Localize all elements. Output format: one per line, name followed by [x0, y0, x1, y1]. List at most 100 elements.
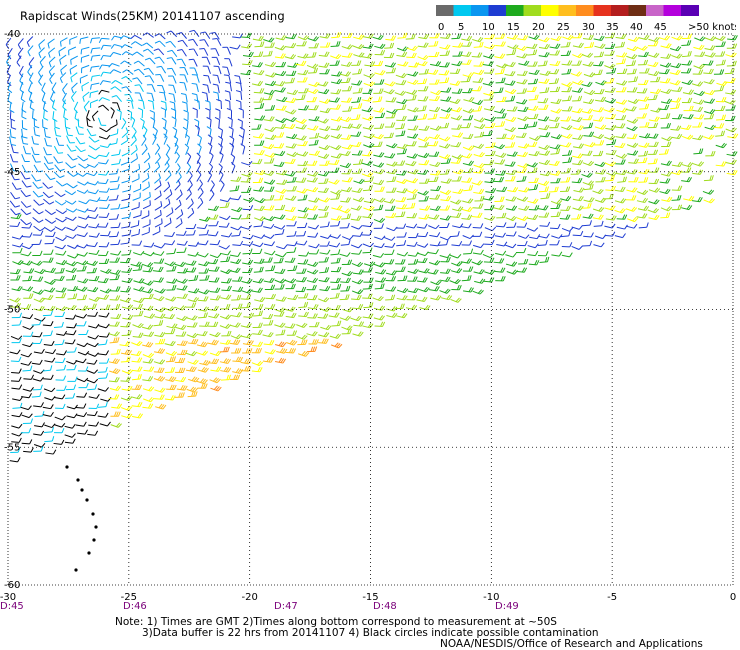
wind-barb — [210, 385, 222, 392]
wind-barb — [42, 101, 48, 113]
wind-barb — [9, 110, 16, 122]
wind-barb — [153, 161, 161, 173]
wind-barb — [604, 50, 615, 56]
wind-barb — [65, 304, 77, 311]
wind-barb — [405, 304, 417, 311]
contamination-marker — [74, 568, 78, 572]
wind-barb — [86, 369, 99, 374]
wind-barb — [185, 302, 197, 308]
wind-barb — [98, 97, 110, 102]
wind-barb — [186, 386, 198, 393]
wind-barb — [462, 72, 474, 78]
wind-barb — [147, 99, 155, 110]
wind-barb — [463, 96, 475, 103]
wind-barb — [494, 53, 506, 59]
wind-barb — [98, 258, 110, 265]
map-frame — [7, 33, 734, 586]
wind-barb — [473, 61, 485, 67]
wind-barb — [638, 177, 649, 183]
wind-barb — [350, 114, 361, 121]
wind-barb — [604, 175, 615, 182]
wind-barb — [86, 171, 98, 177]
wind-barb — [614, 142, 626, 149]
wind-barb — [98, 159, 109, 165]
wind-barb — [418, 152, 430, 159]
wind-barb — [263, 234, 275, 239]
wind-barb — [50, 91, 55, 103]
wind-barb — [351, 289, 364, 295]
wind-barb — [186, 315, 198, 321]
wind-barb — [351, 261, 364, 267]
wind-barb — [262, 94, 273, 101]
wind-barb — [11, 234, 24, 240]
wind-barb — [285, 312, 297, 319]
wind-barb — [330, 133, 343, 139]
wind-barb — [97, 339, 108, 346]
wind-barb — [141, 210, 150, 220]
wind-barb — [120, 405, 133, 411]
wind-barb — [361, 230, 373, 236]
wind-barb — [626, 118, 639, 124]
wind-barb — [308, 339, 319, 345]
wind-barb — [99, 64, 110, 70]
wind-barb — [54, 394, 66, 400]
wind-barb — [31, 260, 43, 266]
wind-barb — [341, 168, 352, 175]
wind-barb — [318, 178, 329, 184]
wind-barb — [526, 86, 537, 92]
wind-barb — [715, 105, 726, 112]
wind-barb — [406, 188, 418, 194]
wind-barb — [561, 124, 573, 131]
wind-barb — [562, 34, 574, 41]
wind-barb — [452, 188, 464, 195]
wind-barb — [331, 283, 342, 290]
wind-barb — [308, 249, 320, 255]
wind-barb — [341, 328, 352, 335]
wind-barb — [648, 141, 659, 147]
wind-barb — [252, 242, 264, 248]
wind-barb — [120, 238, 131, 245]
wind-barb — [341, 213, 352, 220]
wind-barb — [188, 376, 200, 383]
wind-barb — [89, 90, 99, 98]
wind-barb — [636, 45, 648, 51]
wind-barb — [451, 88, 463, 94]
wind-barb — [121, 147, 130, 157]
wind-barb — [100, 71, 112, 77]
wind-barb — [166, 67, 177, 76]
wind-barb — [660, 43, 672, 49]
wind-barb — [121, 212, 131, 220]
wind-barb — [296, 41, 307, 47]
lat-label: -40 — [4, 29, 20, 40]
wind-barb — [286, 151, 298, 157]
wind-barb — [605, 171, 618, 177]
wind-barb — [165, 189, 173, 200]
wind-barb — [351, 96, 362, 103]
wind-barb — [122, 69, 134, 75]
wind-barb — [98, 89, 110, 95]
wind-barb — [99, 187, 110, 193]
wind-barb — [616, 107, 628, 113]
wind-barb — [648, 116, 660, 122]
wind-barb — [202, 65, 211, 74]
wind-barb — [276, 179, 288, 185]
wind-barb — [77, 155, 89, 162]
wind-barb — [527, 250, 539, 257]
wind-barb — [551, 251, 563, 257]
wind-barb — [33, 348, 45, 354]
wind-barb — [341, 186, 353, 193]
contamination-marker — [80, 488, 84, 492]
wind-barb — [484, 168, 495, 174]
wind-barb — [506, 49, 517, 56]
wind-barb — [406, 89, 418, 95]
wind-barb — [342, 123, 353, 129]
wind-barb — [131, 240, 143, 246]
wind-barb — [582, 213, 594, 219]
wind-barb — [472, 289, 484, 295]
wind-barb — [351, 60, 362, 66]
wind-barb — [659, 78, 671, 84]
wind-barb — [583, 122, 594, 129]
wind-barb — [572, 125, 584, 131]
wind-barb — [242, 205, 254, 211]
wind-barb — [515, 45, 528, 52]
